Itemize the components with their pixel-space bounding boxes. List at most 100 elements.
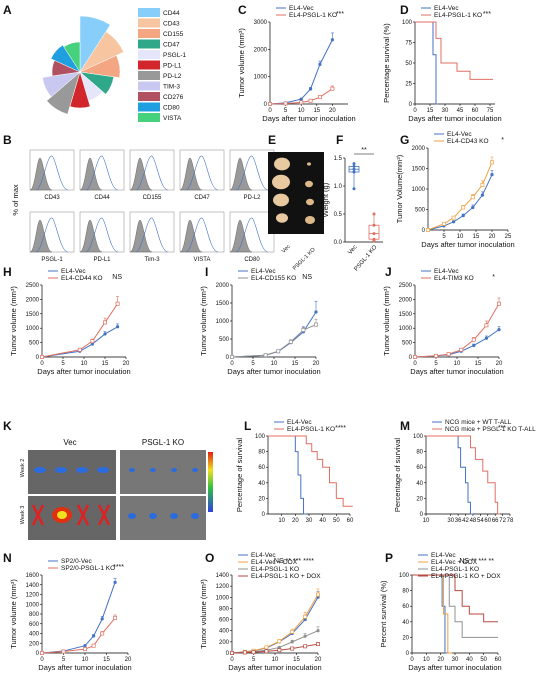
y-tick-label: 2000 [216,283,230,289]
series-line-0 [414,329,500,358]
histogram-control [129,157,153,191]
x-tick-label: 0 [230,657,234,663]
legend-label-cd47: CD47 [163,42,180,49]
series-line-0 [412,574,448,654]
histogram-control [229,157,253,191]
data-point [314,310,318,314]
x-tick-label: 25 [505,234,512,240]
significance-label: NS ** *** **** [274,558,314,565]
legend-label: EL4-Vec [251,268,276,275]
x-tick-label: 0 [410,657,414,663]
y-tick-label: 500 [415,208,426,214]
panel-label-e: E [268,133,276,147]
data-point [314,322,318,327]
x-axis-label: Days after tumor inoculation [408,663,501,672]
data-point [459,347,464,352]
data-point [103,320,107,325]
data-point [308,98,313,103]
x-tick-label: 15 [473,234,480,240]
x-tick-label: 15 [293,657,300,663]
series-line-0 [41,582,116,654]
y-tick-label: 80 [258,450,265,456]
legend-label-pd-l1: PD-L1 [163,63,182,70]
legend-label-psgl-1: PSGL-1 [163,52,187,59]
y-tick-label: 2000 [26,297,40,303]
panel-label-m: M [400,419,410,433]
data-point [264,645,269,650]
x-tick-label: 15 [427,108,434,114]
data-point [90,339,95,344]
x-tick-label: 10 [423,657,430,663]
significance-label: NS [112,274,122,281]
histogram-stain [135,155,169,191]
data-point [317,95,322,100]
category-label: Vec [347,244,358,256]
histogram-label-psgl-1: PSGL-1 [41,257,63,263]
y-tick-label: 1200 [216,584,230,590]
legend-swatch-cd43 [138,18,160,28]
imaging-panel-k: Vec PSGL-1 KO Week 2 Week 3 [20,438,213,540]
y-tick-label: 50 [405,61,412,67]
series-line-3 [412,574,498,623]
chart-j: J 0 5 10 15 20 0 500 1000 1500 2000 2500 Days after … [382,265,504,376]
panel-label-h: H [3,265,12,279]
histogram-control [79,219,103,253]
data-point [83,647,87,652]
x-tick-label: 20 [125,657,132,663]
data-point [452,220,456,224]
legend-swatch-cd80 [138,102,160,112]
x-tick-label: 60 [495,657,502,663]
data-point [330,38,334,42]
x-tick-label: 20 [489,234,496,240]
y-axis-label: Tumor Volume(mm³) [395,154,404,223]
data-point [277,645,281,650]
x-tick-label: 15 [292,361,299,367]
legend-label: EL4-TIM3 KO [434,275,474,282]
x-tick-label: 0 [268,108,272,114]
data-point [90,342,94,346]
panel-label-f: F [336,133,343,147]
x-tick-label: 66 [492,518,499,524]
data-point [308,87,313,91]
x-tick-label: 5 [61,361,65,367]
photo-labels-e: Vec PSGL-1 KO [281,244,317,272]
data-point [490,173,494,177]
legend-label: EL4-Vec + DOX [251,559,298,566]
y-tick-label: 600 [29,622,40,628]
data-point [40,355,44,359]
x-tick-label: 50 [333,518,340,524]
x-tick-label: 5 [252,657,256,663]
significance-label: * [501,137,504,144]
data-point [115,301,120,306]
histogram-stain [185,217,219,253]
y-tick-label: 0.0 [334,240,343,246]
series-line-1 [268,435,353,507]
photo-label-ko: PSGL-1 KO [292,246,317,271]
legend-label: EL4-PSGL-1 KO [287,426,335,433]
x-axis-label: Days after tumor inoculation [38,663,131,672]
data-point [83,644,87,648]
histogram-label-tim-3: Tim-3 [144,257,160,263]
histogram-stain [35,217,69,253]
chart-c: C 0 5 10 15 20 0 1000 2000 3000 Days after tumor i… [237,3,356,123]
legend-label: EL4-Vec [431,552,456,559]
chart-l: L 10 20 30 40 50 60 0 20 40 60 80 100 Percentage of s… [235,419,354,524]
data-point [276,349,281,354]
tumor-sample [273,193,289,207]
y-tick-label: 400 [219,629,230,635]
data-point [290,629,295,634]
legend-label-cd43: CD43 [163,21,180,28]
data-point [290,640,294,644]
histogram-stain [35,155,69,191]
series-line-0 [268,435,307,515]
legend-label: EL4-PSGL-1 KO [251,566,299,573]
data-point [100,617,104,621]
x-tick-label: 20 [313,361,320,367]
legend-label: EL4-Vec [289,5,314,12]
y-tick-label: 80 [416,450,423,456]
y-axis-label: Percentage of survival [235,438,244,513]
significance-label: *** [498,425,506,432]
x-tick-label: 15 [475,361,482,367]
x-tick-label: 40 [466,657,473,663]
